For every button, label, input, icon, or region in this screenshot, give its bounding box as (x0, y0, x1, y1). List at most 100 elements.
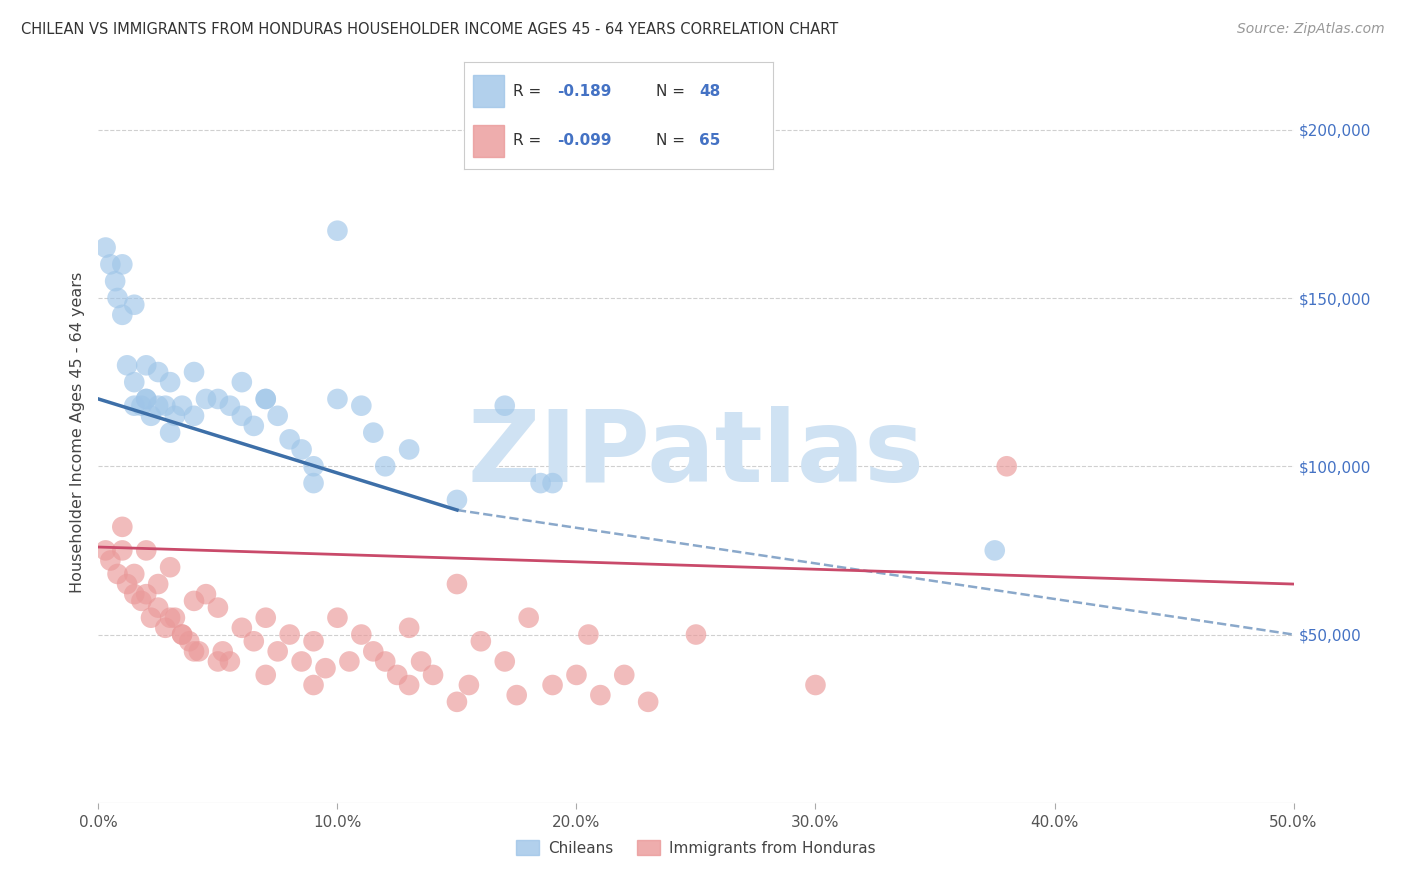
Point (172, 627, 194, 641)
Point (530, 476, 553, 491)
Point (219, 655, 242, 669)
Text: -0.189: -0.189 (557, 84, 612, 99)
Point (302, 459, 325, 474)
Point (98, 553, 122, 567)
Point (159, 375, 181, 389)
Point (98, 257, 122, 271)
Point (111, 520, 134, 534)
Point (398, 621, 420, 635)
Point (155, 399, 177, 413)
Point (183, 365, 205, 379)
Point (494, 655, 516, 669)
Point (195, 587, 218, 601)
Point (350, 399, 373, 413)
Point (104, 274, 127, 288)
Point (254, 610, 277, 624)
Point (374, 459, 396, 474)
Point (163, 409, 186, 423)
Point (163, 610, 186, 624)
Point (243, 418, 266, 433)
Point (124, 399, 146, 413)
Point (135, 543, 157, 558)
Point (565, 668, 588, 682)
Point (363, 425, 385, 440)
Point (278, 433, 301, 447)
Point (326, 392, 349, 406)
Point (291, 442, 314, 457)
Point (148, 365, 170, 379)
Text: CHILEAN VS IMMIGRANTS FROM HONDURAS HOUSEHOLDER INCOME AGES 45 - 64 YEARS CORREL: CHILEAN VS IMMIGRANTS FROM HONDURAS HOUS… (21, 22, 838, 37)
Point (172, 627, 194, 641)
Point (124, 566, 146, 581)
Point (94, 240, 117, 255)
Point (506, 688, 529, 702)
Point (446, 577, 468, 591)
Point (135, 392, 157, 406)
Point (804, 678, 827, 692)
Point (243, 634, 266, 648)
Point (183, 594, 205, 608)
Point (385, 668, 409, 682)
Point (155, 621, 177, 635)
Point (231, 375, 253, 389)
Point (254, 392, 277, 406)
Point (685, 627, 707, 641)
Point (148, 577, 170, 591)
Point (187, 644, 209, 658)
Point (139, 610, 162, 624)
Point (219, 399, 242, 413)
Point (207, 655, 229, 669)
Point (458, 678, 481, 692)
Point (350, 627, 373, 641)
Point (179, 634, 201, 648)
Point (995, 459, 1018, 474)
Point (541, 678, 564, 692)
Text: N =: N = (655, 133, 685, 148)
Point (195, 392, 218, 406)
Point (363, 644, 385, 658)
Point (159, 425, 181, 440)
Point (589, 688, 612, 702)
Point (494, 399, 516, 413)
Point (135, 392, 157, 406)
Point (326, 610, 349, 624)
Point (94, 543, 117, 558)
Point (159, 560, 181, 574)
Point (254, 392, 277, 406)
Point (302, 634, 325, 648)
Point (302, 476, 325, 491)
Point (422, 668, 444, 682)
Point (211, 644, 233, 658)
Legend: Chileans, Immigrants from Honduras: Chileans, Immigrants from Honduras (510, 834, 882, 862)
Point (374, 655, 396, 669)
Point (578, 627, 600, 641)
Point (278, 627, 301, 641)
Point (637, 695, 659, 709)
Point (139, 409, 162, 423)
Point (470, 634, 492, 648)
Point (183, 644, 205, 658)
Point (267, 409, 290, 423)
Text: 48: 48 (699, 84, 720, 99)
Point (613, 668, 636, 682)
Point (131, 399, 153, 413)
Point (398, 442, 420, 457)
Point (326, 224, 349, 238)
Text: ZIPatlas: ZIPatlas (468, 407, 924, 503)
Text: Source: ZipAtlas.com: Source: ZipAtlas.com (1237, 22, 1385, 37)
Point (267, 644, 290, 658)
Point (291, 655, 314, 669)
Point (446, 492, 468, 507)
Point (984, 543, 1007, 558)
Point (254, 668, 277, 682)
Point (148, 399, 170, 413)
Point (411, 655, 433, 669)
Text: N =: N = (655, 84, 685, 99)
Point (231, 621, 253, 635)
Point (111, 543, 134, 558)
Point (124, 298, 146, 312)
Point (135, 359, 157, 373)
Point (107, 566, 129, 581)
Text: R =: R = (513, 84, 541, 99)
Point (111, 308, 134, 322)
